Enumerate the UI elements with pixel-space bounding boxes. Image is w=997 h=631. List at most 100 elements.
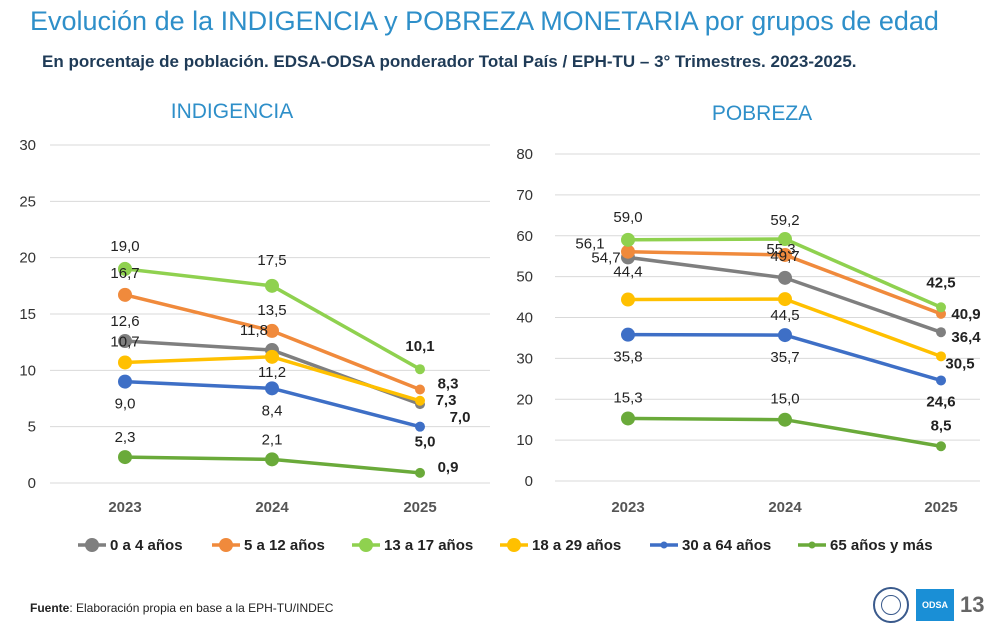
indigencia-y-tick-label: 25 [19, 193, 36, 210]
pobreza-y-tick-label: 80 [516, 146, 533, 163]
indigencia-data-label: 12,6 [110, 313, 139, 330]
indigencia-data-label: 0,9 [438, 459, 459, 476]
legend-label-0-a-4-aos: 0 a 4 años [110, 537, 183, 554]
indigencia-data-point-13-a-17-aos [415, 364, 425, 375]
indigencia-data-point-5-a-12-aos [265, 323, 279, 338]
indigencia-data-label: 7,0 [450, 409, 471, 426]
indigencia-data-point-18-a-29-aos [118, 355, 132, 370]
pobreza-data-label: 35,7 [770, 349, 799, 366]
pobreza-y-tick-label: 30 [516, 350, 533, 367]
source-note: Fuente: Elaboración propia en base a la … [30, 601, 333, 615]
legend-label-18-a-29-aos: 18 a 29 años [532, 537, 621, 554]
pobreza-data-label: 54,7 [591, 249, 620, 266]
pobreza-data-point-65-aos-y-ms [621, 411, 635, 426]
indigencia-data-point-18-a-29-aos [415, 395, 425, 406]
indigencia-data-label: 8,4 [262, 402, 283, 419]
indigencia-data-label: 16,7 [110, 265, 139, 282]
pobreza-data-point-18-a-29-aos [621, 292, 635, 307]
indigencia-data-point-65-aos-y-ms [118, 450, 132, 465]
source-text: : Elaboración propia en base a la EPH-TU… [69, 601, 334, 615]
indigencia-x-tick-label: 2024 [255, 499, 289, 516]
legend-label-65-aos-y-ms: 65 años y más [830, 537, 933, 554]
pobreza-data-label: 42,5 [926, 274, 955, 291]
pobreza-data-point-0-a-4-aos [778, 270, 792, 285]
pobreza-y-tick-label: 40 [516, 310, 533, 327]
pobreza-data-point-5-a-12-aos [621, 244, 635, 259]
indigencia-data-label: 10,1 [405, 338, 434, 355]
pobreza-y-tick-label: 0 [525, 473, 533, 490]
pobreza-data-point-30-a-64-aos [778, 328, 792, 343]
indigencia-y-tick-label: 20 [19, 250, 36, 267]
indigencia-data-label: 19,0 [110, 238, 139, 255]
pobreza-data-point-18-a-29-aos [936, 351, 946, 362]
pobreza-data-point-0-a-4-aos [936, 327, 946, 338]
pobreza-data-point-65-aos-y-ms [778, 412, 792, 427]
indigencia-data-point-5-a-12-aos [118, 287, 132, 302]
pobreza-data-point-13-a-17-aos [936, 302, 946, 313]
indigencia-data-label: 9,0 [115, 396, 136, 413]
pobreza-y-tick-label: 60 [516, 228, 533, 245]
pobreza-data-point-5-a-12-aos [778, 247, 792, 262]
indigencia-data-label: 2,3 [115, 429, 136, 446]
pobreza-y-tick-label: 70 [516, 187, 533, 204]
pobreza-data-point-13-a-17-aos [621, 232, 635, 247]
pobreza-data-point-13-a-17-aos [778, 232, 792, 247]
legend-marker-5-a-12-aos [219, 538, 233, 552]
indigencia-data-label: 13,5 [257, 302, 286, 319]
legend-label-30-a-64-aos: 30 a 64 años [682, 537, 771, 554]
indigencia-data-label: 2,1 [262, 431, 283, 448]
indigencia-data-point-30-a-64-aos [265, 381, 279, 396]
indigencia-data-label: 8,3 [438, 375, 459, 392]
pobreza-data-label: 49,7 [770, 248, 799, 265]
pobreza-chart-title: POBREZA [712, 102, 812, 125]
pobreza-data-label: 8,5 [931, 417, 952, 434]
pobreza-y-tick-label: 50 [516, 269, 533, 286]
legend-marker-18-a-29-aos [507, 538, 521, 552]
pobreza-data-label: 24,6 [926, 393, 955, 410]
legend-label-5-a-12-aos: 5 a 12 años [244, 537, 325, 554]
indigencia-data-point-65-aos-y-ms [265, 452, 279, 467]
indigencia-data-label: 7,3 [436, 392, 457, 409]
pobreza-data-label: 59,2 [770, 212, 799, 229]
pobreza-data-label: 35,8 [613, 349, 642, 366]
pobreza-data-label: 56,1 [575, 236, 604, 253]
indigencia-data-point-30-a-64-aos [118, 374, 132, 389]
legend-marker-30-a-64-aos [660, 541, 668, 549]
indigencia-y-tick-label: 15 [19, 306, 36, 323]
pobreza-data-label: 59,0 [613, 209, 642, 226]
page-number: 13 [960, 592, 985, 617]
indigencia-data-point-30-a-64-aos [415, 421, 425, 432]
university-seal-icon [873, 587, 909, 623]
pobreza-x-tick-label: 2024 [768, 499, 802, 516]
pobreza-data-point-18-a-29-aos [778, 292, 792, 307]
indigencia-data-point-13-a-17-aos [118, 261, 132, 276]
legend-label-13-a-17-aos: 13 a 17 años [384, 537, 473, 554]
indigencia-data-label: 5,0 [415, 434, 436, 451]
pobreza-data-label: 15,0 [770, 391, 799, 408]
indigencia-y-tick-label: 30 [19, 137, 36, 154]
source-label: Fuente [30, 601, 70, 615]
pobreza-data-label: 30,5 [945, 355, 974, 372]
indigencia-y-tick-label: 10 [19, 362, 36, 379]
legend-marker-65-aos-y-ms [808, 541, 816, 549]
indigencia-x-tick-label: 2023 [108, 499, 141, 516]
indigencia-y-tick-label: 0 [28, 475, 36, 492]
pobreza-data-point-65-aos-y-ms [936, 441, 946, 452]
pobreza-y-tick-label: 20 [516, 391, 533, 408]
page-subtitle: En porcentaje de población. EDSA-ODSA po… [42, 52, 857, 71]
indigencia-data-point-65-aos-y-ms [415, 467, 425, 478]
indigencia-data-label: 11,2 [258, 364, 286, 381]
indigencia-data-point-5-a-12-aos [415, 384, 425, 395]
legend-marker-0-a-4-aos [85, 538, 99, 552]
pobreza-data-label: 55,3 [766, 241, 795, 258]
pobreza-data-label: 15,3 [613, 389, 642, 406]
odsa-logo: ODSA [916, 589, 954, 621]
pobreza-x-tick-label: 2025 [924, 499, 957, 516]
indigencia-data-label: 10,7 [110, 333, 139, 350]
indigencia-data-point-13-a-17-aos [265, 278, 279, 293]
pobreza-y-tick-label: 10 [516, 432, 533, 449]
indigencia-data-label: 17,5 [257, 252, 286, 269]
indigencia-data-point-0-a-4-aos [118, 334, 132, 349]
indigencia-x-tick-label: 2025 [403, 499, 436, 516]
